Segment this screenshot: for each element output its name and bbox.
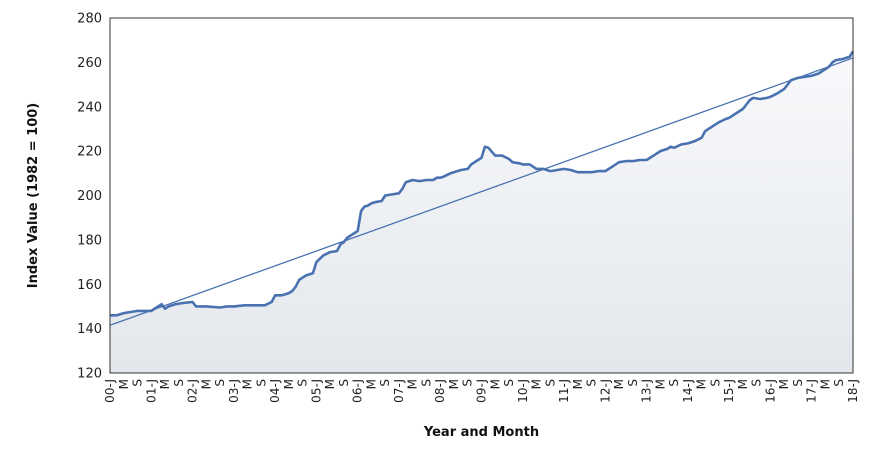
- x-tick-label: M: [695, 379, 709, 389]
- x-tick-label: 08-J: [433, 379, 447, 403]
- x-tick-label: M: [241, 379, 255, 389]
- x-tick-label: M: [364, 379, 378, 389]
- x-tick-label: M: [488, 379, 502, 389]
- x-tick-label: 00-J: [103, 379, 117, 403]
- x-axis-title: Year and Month: [423, 425, 539, 440]
- trend-line-layer: [109, 57, 854, 326]
- x-tick-label: 06-J: [351, 379, 365, 403]
- x-tick-label: S: [667, 379, 681, 387]
- x-tick-label: 15-J: [722, 379, 736, 403]
- x-tick-label: 01-J: [144, 379, 158, 403]
- y-tick-label: 280: [77, 12, 102, 27]
- x-tick-label: M: [612, 379, 626, 389]
- x-tick-label: S: [420, 379, 434, 387]
- y-tick-label: 160: [77, 278, 102, 293]
- x-tick-label: M: [282, 379, 296, 389]
- area-fill-layer: [110, 51, 853, 374]
- x-tick-label: S: [213, 379, 227, 387]
- x-tick-label: S: [254, 379, 268, 387]
- x-tick-label: S: [378, 379, 392, 387]
- x-tick-label: S: [708, 379, 722, 387]
- x-tick-label: M: [406, 379, 420, 389]
- x-tick-label: M: [117, 379, 131, 389]
- y-tick-label: 200: [77, 189, 102, 204]
- x-tick-label: M: [653, 379, 667, 389]
- x-tick-label: 18-J: [846, 379, 860, 403]
- x-tick-label: 04-J: [268, 379, 282, 403]
- x-tick-label: 14-J: [681, 379, 695, 403]
- x-tick-label: 17-J: [805, 379, 819, 403]
- x-tick-label: S: [461, 379, 475, 387]
- y-tick-label: 260: [77, 56, 102, 71]
- x-tick-label: S: [296, 379, 310, 387]
- x-tick-label: 03-J: [227, 379, 241, 403]
- y-tick-label: 220: [77, 145, 102, 160]
- x-tick-label: S: [832, 379, 846, 387]
- x-tick-label: M: [158, 379, 172, 389]
- x-tick-label: S: [791, 379, 805, 387]
- y-tick-label: 180: [77, 233, 102, 248]
- x-tick-label: 10-J: [516, 379, 530, 403]
- x-tick-label: M: [777, 379, 791, 389]
- x-tick-label: S: [337, 379, 351, 387]
- x-tick-label: M: [530, 379, 544, 389]
- y-tick-label: 240: [77, 100, 102, 115]
- x-tick-label: S: [626, 379, 640, 387]
- x-tick-label: 07-J: [392, 379, 406, 403]
- x-tick-label: 13-J: [640, 379, 654, 403]
- x-tick-label: 11-J: [557, 379, 571, 403]
- y-axis-ticks: 120 140 160 180 200 220 240 260 280: [77, 12, 102, 382]
- trend-line: [109, 57, 854, 326]
- x-tick-label: M: [199, 379, 213, 389]
- x-tick-label: M: [736, 379, 750, 389]
- x-tick-label: 16-J: [763, 379, 777, 403]
- x-tick-label: 12-J: [598, 379, 612, 403]
- x-tick-label: S: [585, 379, 599, 387]
- index-series-line: [110, 50, 855, 317]
- y-axis-title: Index Value (1982 = 100): [26, 103, 41, 288]
- index-series-layer: [110, 50, 855, 317]
- x-tick-label: M: [323, 379, 337, 389]
- x-tick-label: S: [543, 379, 557, 387]
- x-tick-label: M: [819, 379, 833, 389]
- x-tick-label: S: [131, 379, 145, 387]
- x-tick-label: 02-J: [186, 379, 200, 403]
- x-tick-label: M: [447, 379, 461, 389]
- x-tick-label: S: [502, 379, 516, 387]
- y-tick-label: 120: [77, 367, 102, 382]
- x-tick-label: 09-J: [475, 379, 489, 403]
- plot-area-frame: [109, 17, 854, 374]
- x-tick-label: M: [571, 379, 585, 389]
- y-tick-label: 140: [77, 322, 102, 337]
- x-tick-label: S: [172, 379, 186, 387]
- x-tick-label: 05-J: [309, 379, 323, 403]
- index-area-fill: [110, 51, 853, 374]
- x-tick-label: S: [750, 379, 764, 387]
- x-axis-ticks: 00-J M S 01-J M S 02-J M S 03-J M S 04-J M S 05-J M S 06-J…: [103, 379, 860, 403]
